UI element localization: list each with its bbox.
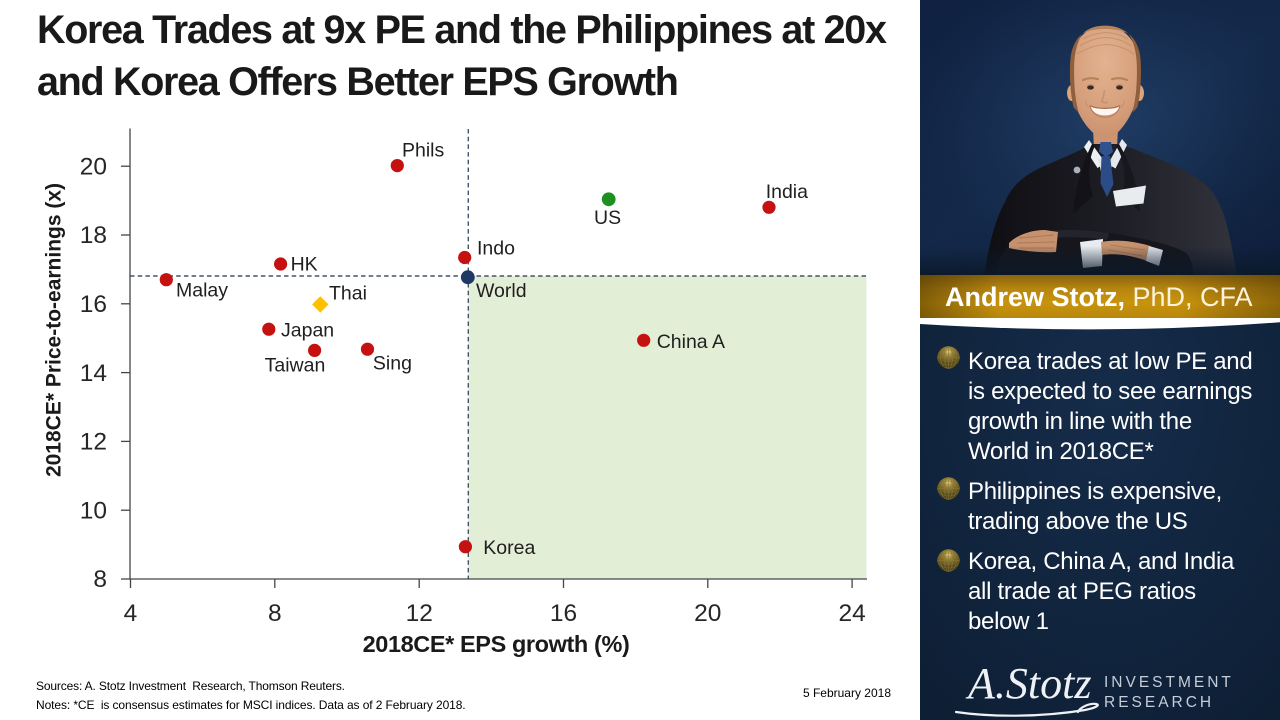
svg-text:Indo: Indo [477,238,515,260]
svg-text:INVESTMENT: INVESTMENT [1104,674,1234,691]
svg-text:8: 8 [268,600,282,627]
svg-text:8: 8 [93,566,107,593]
svg-text:20: 20 [80,153,107,180]
svg-text:RESEARCH: RESEARCH [1104,694,1214,711]
svg-text:China A: China A [657,331,725,353]
svg-text:A.Stotz: A.Stotz [965,659,1091,708]
svg-text:Thai: Thai [329,282,367,304]
svg-text:Sing: Sing [373,353,412,375]
svg-text:2018CE* EPS growth (%): 2018CE* EPS growth (%) [363,631,630,657]
svg-text:World: World [476,280,527,302]
svg-text:India: India [766,181,808,203]
svg-text:4: 4 [124,600,138,627]
svg-text:12: 12 [406,600,433,627]
svg-text:2018CE* Price-to-earnings (x): 2018CE* Price-to-earnings (x) [43,183,66,477]
svg-text:Japan: Japan [281,320,334,342]
svg-text:16: 16 [550,600,577,627]
svg-text:16: 16 [80,291,107,318]
svg-text:Phils: Phils [402,140,445,162]
svg-text:18: 18 [80,222,107,249]
svg-text:Korea: Korea [483,537,535,559]
svg-text:24: 24 [838,600,865,627]
svg-text:HK: HK [291,254,318,276]
svg-text:20: 20 [694,600,721,627]
svg-text:12: 12 [80,429,107,456]
svg-text:Malay: Malay [176,280,228,302]
svg-text:14: 14 [80,360,107,387]
svg-text:10: 10 [80,497,107,524]
svg-text:Taiwan: Taiwan [265,355,326,377]
svg-text:US: US [594,207,621,229]
